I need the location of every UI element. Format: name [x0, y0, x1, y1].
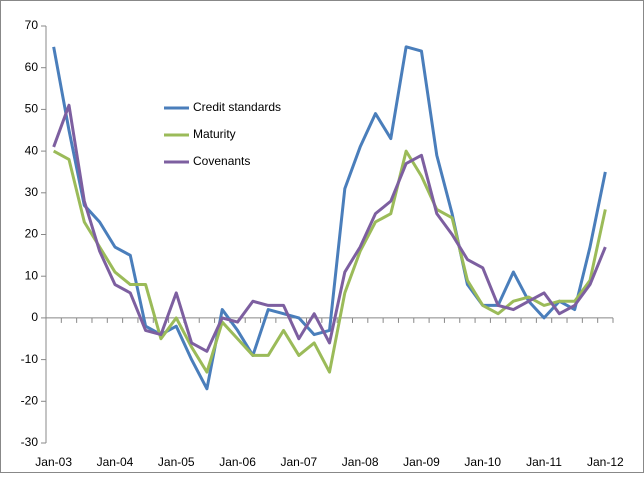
y-tick-label: 0: [31, 310, 38, 324]
series-line: [52, 149, 607, 374]
legend-label: Credit standards: [193, 100, 281, 114]
x-tick-label: Jan-03: [35, 455, 72, 469]
y-tick-label: 60: [25, 60, 39, 74]
y-tick-label: 20: [25, 227, 39, 241]
x-tick-label: Jan-09: [403, 455, 440, 469]
x-tick-label: Jan-11: [526, 455, 562, 469]
x-tick-label: Jan-07: [280, 455, 317, 469]
y-tick-label: 40: [25, 143, 39, 157]
y-tick-label: 70: [25, 18, 39, 32]
x-tick-label: Jan-08: [342, 455, 379, 469]
x-tick-label: Jan-05: [158, 455, 195, 469]
y-tick-label: 50: [25, 102, 39, 116]
y-tick-label: -10: [21, 352, 39, 366]
y-tick-label: -20: [21, 393, 39, 407]
y-tick-label: -30: [21, 435, 39, 449]
legend-label: Maturity: [193, 127, 236, 141]
x-tick-label: Jan-12: [587, 455, 624, 469]
x-tick-label: Jan-04: [97, 455, 134, 469]
y-tick-label: 10: [25, 268, 39, 282]
series-line: [52, 45, 607, 391]
y-tick-label: 30: [25, 185, 39, 199]
x-tick-label: Jan-06: [219, 455, 256, 469]
series-line: [52, 103, 607, 353]
legend-label: Covenants: [193, 154, 250, 168]
x-tick-label: Jan-10: [464, 455, 501, 469]
